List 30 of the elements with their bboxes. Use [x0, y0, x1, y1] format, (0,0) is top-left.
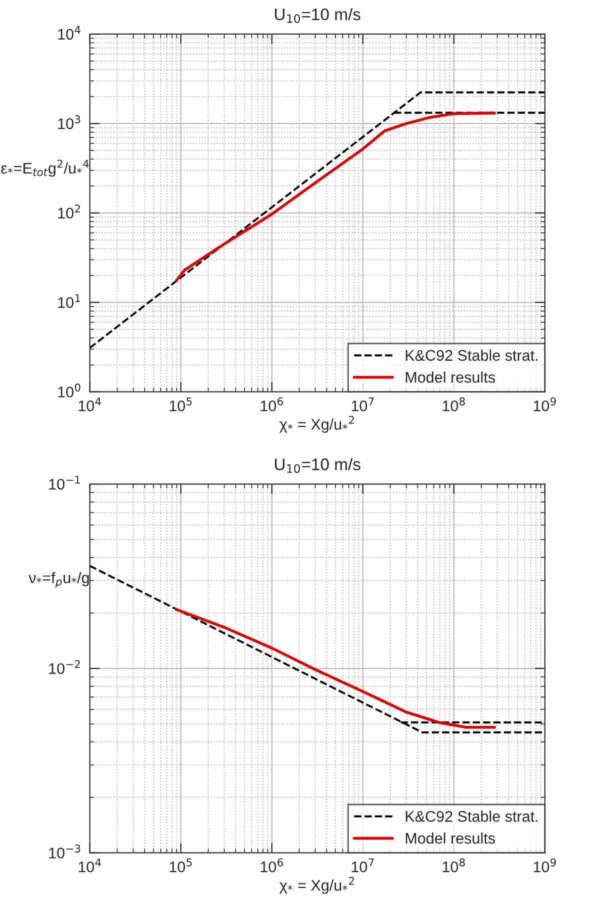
legend-label: K&C92 Stable strat. — [406, 350, 538, 361]
legend-label: K&C92 Stable strat. — [406, 810, 538, 822]
x-tick-label: 10$^{6}$ — [260, 858, 283, 872]
chart-title: U$_{10}$=10 m/s — [274, 8, 360, 24]
x-tick-label: 10$^{7}$ — [352, 858, 374, 872]
x-tick-label: 10$^{9}$ — [534, 858, 556, 872]
legend-label: Model results — [406, 371, 495, 383]
legend-label: Model results — [406, 832, 495, 844]
x-axis-title: χ$_{*}$ = Xg/u$_{*}$$^{2}$ — [279, 416, 354, 433]
x-tick-label: 10$^{8}$ — [442, 397, 465, 412]
y-tick-label: 10$^{2}$ — [58, 204, 80, 219]
y-tick-label: 10$^{−3}$ — [49, 844, 80, 858]
y-tick-label: 10$^{1}$ — [58, 294, 80, 308]
text: ε$_{*}$=E$_{tot}$g$^{2}$/u$_{*}$$^{4}$ — [1, 160, 89, 177]
x-tick-label: 10$^{6}$ — [260, 397, 283, 412]
y-tick-label: 10$^{3}$ — [58, 115, 80, 130]
y-tick-label: 10$^{4}$ — [58, 26, 80, 40]
chart-title: U$_{10}$=10 m/s — [274, 458, 360, 473]
y-tick-label: 10$^{−1}$ — [49, 476, 80, 490]
y-tick-label: 10$^{−2}$ — [49, 660, 80, 674]
x-tick-label: 10$^{7}$ — [352, 398, 374, 412]
x-axis-title: χ$_{*}$ = Xg/u$_{*}$$^{2}$ — [279, 876, 354, 894]
x-tick-label: 10$^{9}$ — [534, 397, 556, 412]
x-tick-label: 10$^{4}$ — [78, 858, 101, 872]
x-tick-label: 10$^{5}$ — [170, 858, 192, 872]
x-tick-label: 10$^{4}$ — [78, 398, 101, 412]
x-tick-label: 10$^{8}$ — [442, 858, 465, 872]
x-tick-label: 10$^{5}$ — [170, 398, 192, 412]
y-tick-label: 10$^{0}$ — [58, 383, 80, 398]
y-axis-title: ν$_{*}$=f$_{p}$u$_{*}$/g — [28, 572, 89, 588]
